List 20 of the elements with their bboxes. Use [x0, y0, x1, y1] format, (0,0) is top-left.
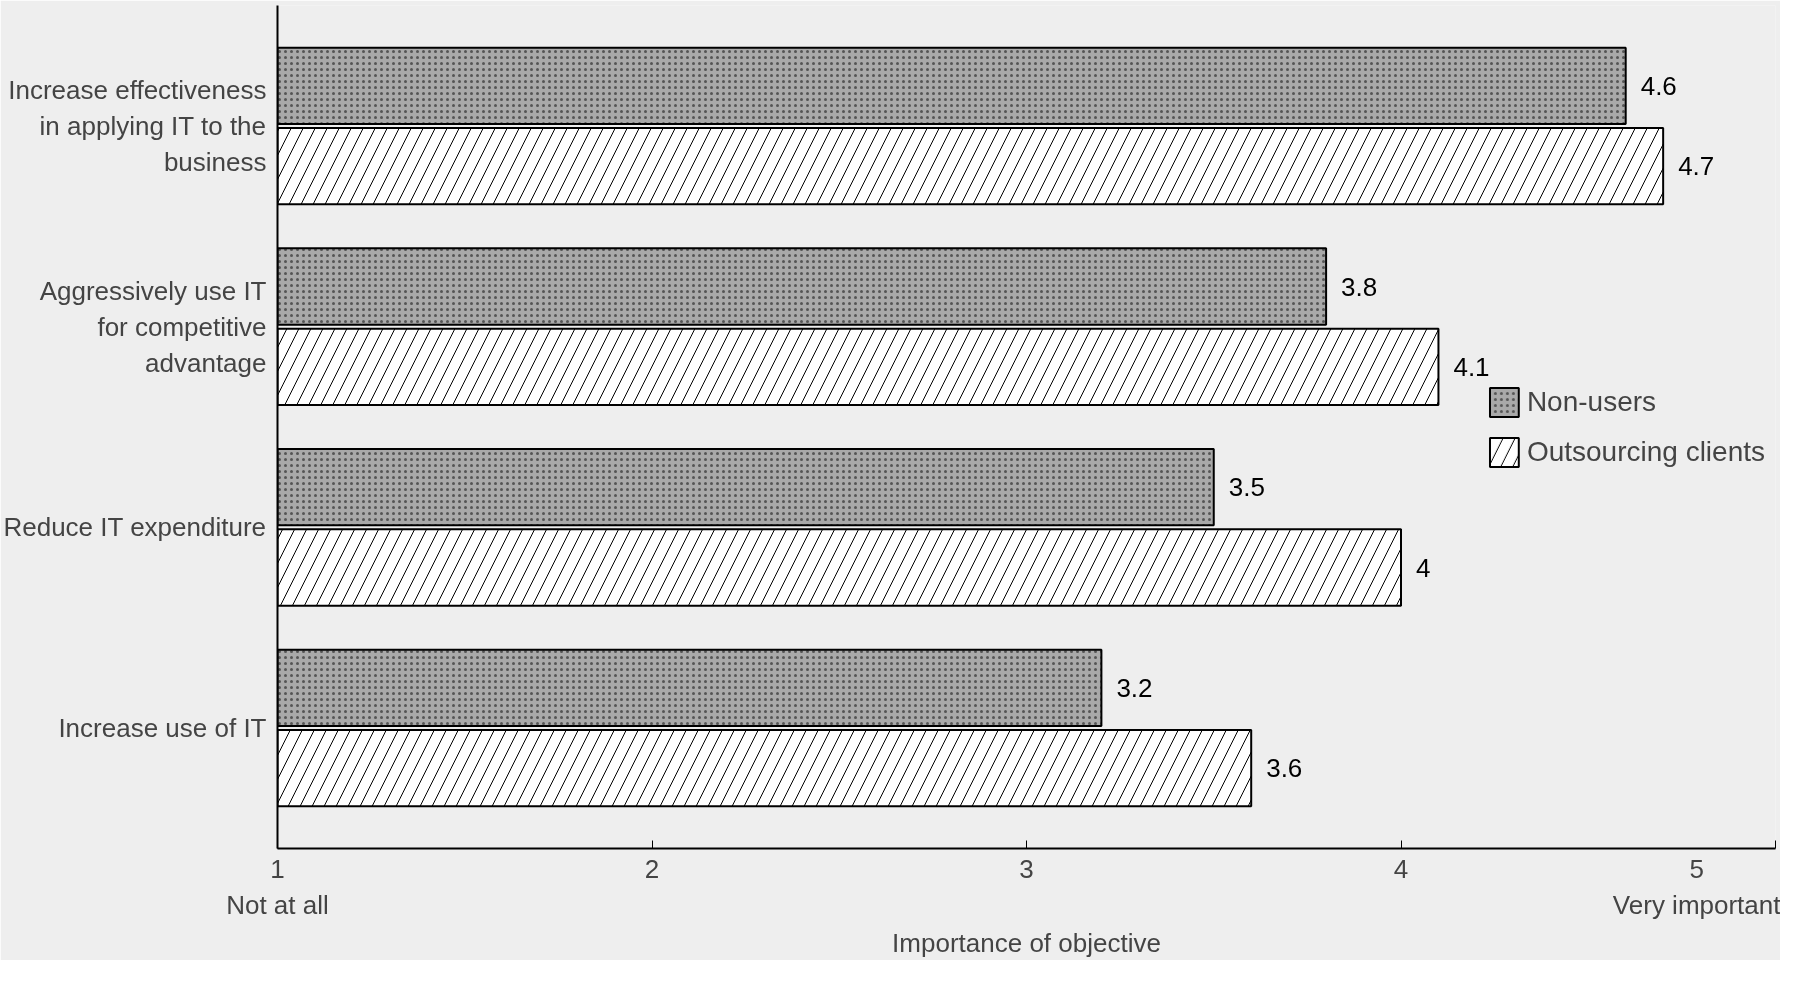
x-tick-label: 3	[1019, 853, 1034, 884]
data-label: 3.6	[1266, 753, 1303, 784]
y-tick-label: Increase effectiveness in applying IT to the business	[8, 74, 267, 177]
data-label: 4.6	[1640, 70, 1677, 101]
x-tick-label: 5 Very important	[1612, 853, 1782, 920]
y-tick-label: Aggressively use IT for competitive advantage	[39, 275, 267, 378]
data-label: 4.7	[1678, 151, 1715, 182]
data-label: 3.8	[1341, 271, 1378, 302]
data-label: 3.2	[1116, 672, 1153, 703]
data-label: 3.5	[1228, 472, 1265, 503]
x-tick-label: 2	[644, 853, 660, 884]
data-label: 4	[1415, 552, 1431, 583]
legend-label: Non-users	[1526, 385, 1657, 418]
x-axis-title: Importance of objective	[892, 927, 1161, 958]
x-tick-label: 4	[1393, 853, 1409, 884]
data-label: 4.1	[1453, 351, 1490, 382]
legend-label: Outsourcing clients	[1526, 435, 1765, 468]
y-tick-label: Increase use of IT	[58, 713, 267, 744]
x-tick-label: 1 Not at all	[226, 853, 329, 920]
y-tick-label: Reduce IT expenditure	[3, 512, 267, 543]
